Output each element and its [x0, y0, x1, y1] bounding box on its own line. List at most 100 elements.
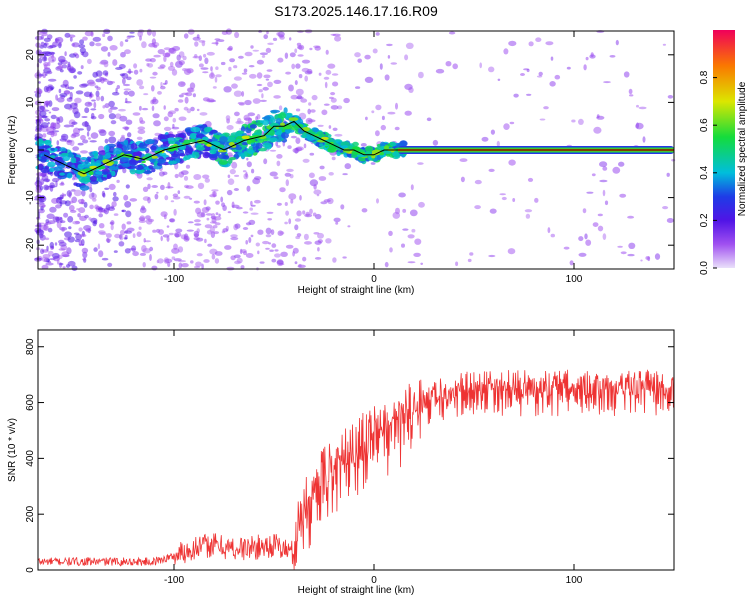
noise-blob — [52, 252, 60, 259]
ridge-blob — [75, 183, 82, 187]
noise-blob — [176, 54, 181, 61]
noise-blob — [432, 139, 439, 146]
noise-blob — [273, 95, 281, 99]
noise-blob — [104, 138, 109, 144]
ridge-blob — [247, 149, 255, 154]
noise-blob — [75, 90, 84, 95]
noise-blob — [273, 176, 279, 180]
noise-blob — [310, 109, 316, 113]
noise-blob — [43, 178, 51, 183]
noise-blob — [328, 125, 332, 129]
ridge-hotspot — [88, 170, 94, 176]
noise-blob — [584, 233, 588, 240]
noise-blob — [583, 64, 587, 71]
noise-blob — [107, 206, 116, 211]
noise-blob — [172, 193, 179, 198]
noise-blob — [69, 91, 73, 99]
ridge-hotspot — [371, 149, 382, 155]
noise-blob — [153, 54, 161, 58]
noise-blob — [137, 126, 146, 131]
noise-blob — [277, 57, 284, 63]
noise-blob — [118, 108, 126, 112]
noise-blob — [265, 78, 270, 81]
noise-blob — [149, 58, 156, 63]
noise-blob — [612, 166, 621, 174]
noise-blob — [72, 146, 80, 151]
noise-blob — [85, 227, 90, 233]
noise-blob — [525, 213, 531, 219]
noise-blob — [183, 33, 189, 39]
noise-blob — [39, 110, 47, 117]
noise-blob — [88, 217, 92, 221]
ridge-blob — [259, 120, 264, 124]
noise-blob — [435, 68, 445, 74]
noise-blob — [287, 145, 292, 150]
noise-blob — [261, 55, 266, 58]
ridge-blob — [178, 153, 186, 157]
noise-blob — [309, 208, 313, 215]
noise-blob — [87, 102, 91, 105]
noise-blob — [223, 86, 232, 93]
noise-blob — [116, 179, 120, 183]
noise-blob — [45, 262, 54, 266]
noise-blob — [234, 174, 240, 177]
noise-blob — [71, 132, 80, 137]
noise-blob — [64, 51, 67, 57]
noise-blob — [46, 213, 55, 220]
ridge-blob — [230, 132, 241, 137]
noise-blob — [249, 73, 257, 79]
noise-blob — [490, 129, 495, 135]
noise-blob — [44, 118, 51, 122]
noise-blob — [185, 185, 194, 189]
noise-blob — [276, 160, 281, 167]
noise-blob — [152, 30, 156, 37]
ridge-blob — [270, 109, 281, 113]
noise-blob — [318, 72, 322, 76]
noise-blob — [364, 76, 374, 83]
noise-blob — [256, 72, 263, 79]
noise-blob — [479, 62, 483, 69]
noise-blob — [549, 81, 556, 87]
noise-blob — [77, 71, 83, 75]
noise-blob — [59, 93, 68, 98]
noise-blob — [58, 248, 66, 251]
noise-blob — [123, 237, 128, 240]
noise-blob — [215, 74, 222, 78]
ridge-blob — [297, 129, 305, 134]
noise-blob — [35, 127, 43, 133]
noise-blob — [307, 108, 312, 115]
noise-blob — [170, 200, 175, 203]
ridge-hotspot — [217, 149, 227, 153]
ridge-hotspot — [210, 141, 221, 146]
noise-blob — [124, 201, 132, 208]
noise-blob — [193, 233, 199, 238]
ridge-blob — [269, 137, 278, 143]
noise-blob — [370, 162, 376, 165]
noise-blob — [237, 117, 242, 124]
noise-blob — [55, 94, 58, 101]
ridge-blob — [113, 160, 119, 165]
noise-blob — [234, 223, 241, 229]
ridge-blob — [261, 119, 270, 126]
noise-blob — [177, 99, 184, 103]
noise-blob — [566, 66, 571, 70]
noise-blob — [180, 170, 189, 176]
noise-blob — [331, 73, 339, 76]
noise-blob — [372, 48, 378, 54]
noise-blob — [642, 136, 646, 143]
ridge-blob — [37, 138, 44, 145]
ridge-hotspot — [228, 142, 235, 146]
noise-blob — [101, 257, 109, 261]
ridge-hotspot — [79, 173, 87, 177]
noise-blob — [82, 51, 89, 58]
noise-blob — [144, 240, 151, 243]
noise-blob — [317, 232, 324, 239]
noise-blob — [404, 83, 413, 90]
noise-blob — [69, 139, 75, 147]
noise-blob — [318, 176, 327, 181]
noise-blob — [344, 163, 352, 170]
ridge-blob — [108, 166, 118, 171]
ridge-blob — [145, 138, 155, 145]
noise-blob — [343, 97, 350, 104]
noise-blob — [36, 222, 42, 227]
